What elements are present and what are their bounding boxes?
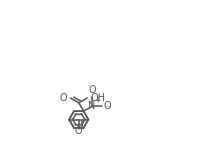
Text: O: O <box>88 85 96 95</box>
Text: +: + <box>94 96 101 105</box>
Text: O: O <box>60 93 68 103</box>
Text: OH: OH <box>90 93 105 103</box>
Text: N: N <box>88 101 96 111</box>
Text: ⁻: ⁻ <box>106 103 110 112</box>
Text: O: O <box>103 101 111 111</box>
Text: O: O <box>75 126 83 136</box>
